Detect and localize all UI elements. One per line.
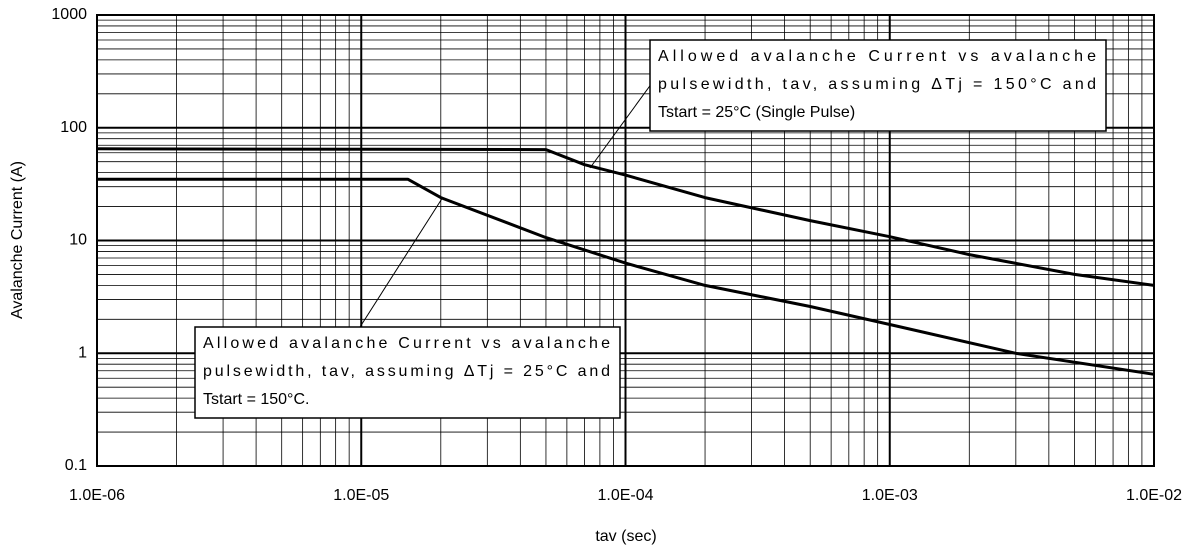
annotation-text: pulsewidth, tav, assuming ΔTj = 25°C and bbox=[203, 363, 610, 380]
x-tick-label: 1.0E-06 bbox=[69, 487, 125, 504]
y-tick-label: 0.1 bbox=[65, 457, 87, 474]
annotation-text: Tstart = 150°C. bbox=[203, 391, 309, 408]
annotation-box bbox=[649, 39, 1107, 132]
annotation-text: Allowed avalanche Current vs avalanche bbox=[203, 335, 610, 352]
x-tick-label: 1.0E-05 bbox=[333, 487, 389, 504]
annotation-text: Allowed avalanche Current vs avalanche bbox=[658, 48, 1096, 65]
annotation-pointer bbox=[359, 196, 444, 328]
annotation-box bbox=[194, 326, 621, 419]
series-line bbox=[96, 147, 1155, 287]
x-tick-label: 1.0E-04 bbox=[597, 487, 653, 504]
y-axis-label: Avalanche Current (A) bbox=[9, 161, 26, 319]
y-tick-label: 1000 bbox=[51, 6, 87, 23]
x-tick-label: 1.0E-03 bbox=[862, 487, 918, 504]
plot-frame bbox=[96, 14, 1155, 467]
x-tick-label: 1.0E-02 bbox=[1126, 487, 1182, 504]
series-line bbox=[97, 177, 1155, 376]
y-tick-label: 100 bbox=[60, 119, 87, 136]
x-axis-label: tav (sec) bbox=[595, 528, 656, 545]
y-tick-label: 1 bbox=[78, 344, 87, 361]
annotation-text: Tstart = 25°C (Single Pulse) bbox=[658, 104, 855, 121]
annotation-text: pulsewidth, tav, assuming ΔTj = 150°C an… bbox=[658, 76, 1096, 93]
y-tick-label: 10 bbox=[69, 232, 87, 249]
annotation-pointer bbox=[589, 71, 661, 169]
